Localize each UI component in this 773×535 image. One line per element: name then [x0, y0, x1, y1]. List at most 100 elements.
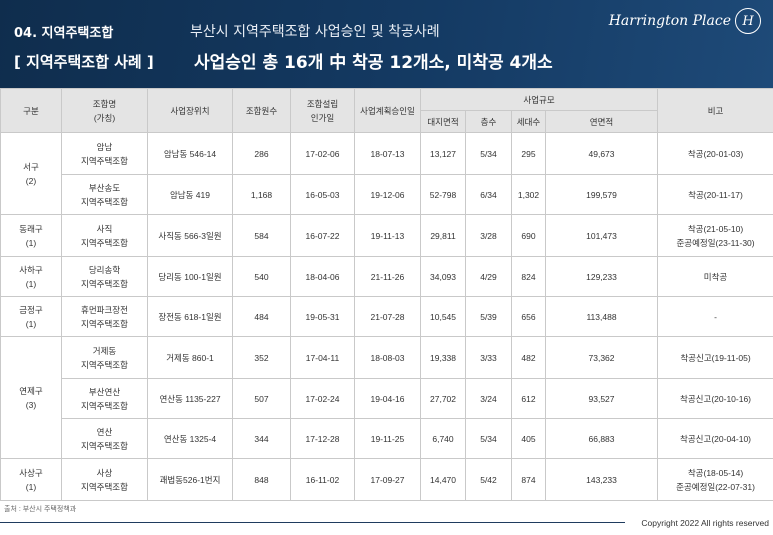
- households-cell: 824: [511, 256, 546, 297]
- header-households: 세대수: [511, 110, 546, 133]
- members-cell: 584: [232, 214, 291, 257]
- table-row: 연산 지역주택조합 연산동 1325-4 344 17-12-28 19-11-25 6,7…: [1, 418, 773, 459]
- plan-approval-cell: 19-04-16: [354, 378, 421, 419]
- header-land-area: 대지면적: [420, 110, 466, 133]
- land-area-cell: 10,545: [420, 296, 466, 337]
- members-cell: 507: [232, 378, 291, 419]
- households-cell: 295: [511, 132, 546, 175]
- district-name: 서구: [23, 161, 39, 172]
- district-cell: 금정구 (1): [0, 296, 62, 337]
- floors-cell: 5/42: [465, 458, 512, 501]
- land-area-cell: 27,702: [420, 378, 466, 419]
- union-name-line2: 지역주택조합: [81, 278, 128, 289]
- floors-cell: 4/29: [465, 256, 512, 297]
- floor-area-cell: 113,488: [544, 296, 659, 337]
- union-name-cell: 거제동 지역주택조합: [61, 336, 148, 379]
- header-union-name: 조합명 (가칭): [61, 88, 148, 133]
- floor-area-cell: 66,883: [544, 418, 659, 459]
- brand-logo: Harrington Place H: [609, 8, 761, 34]
- district-count: (2): [25, 175, 37, 186]
- established-cell: 17-12-28: [290, 418, 355, 459]
- floor-area-cell: 73,362: [544, 336, 659, 379]
- households-cell: 612: [511, 378, 546, 419]
- location-cell: 당리동 100-1일원: [147, 256, 233, 297]
- union-name-line2: 지역주택조합: [81, 481, 128, 492]
- district-name: 사상구: [19, 467, 43, 478]
- households-cell: 690: [511, 214, 546, 257]
- land-area-cell: 19,338: [420, 336, 466, 379]
- copyright-text: Copyright 2022 All rights reserved: [641, 518, 769, 528]
- header-floor-area: 연면적: [544, 110, 659, 133]
- households-cell: 405: [511, 418, 546, 459]
- table-body: 서구 (2) 암남 지역주택조합 암남동 546-14 286 17-02-06 18-07-…: [0, 132, 773, 501]
- district-count: (3): [25, 399, 37, 410]
- floor-area-cell: 93,527: [544, 378, 659, 419]
- header-established-line2: 인가일: [310, 112, 335, 123]
- union-name-line2: 지역주택조합: [81, 155, 128, 166]
- members-cell: 1,168: [232, 174, 291, 215]
- district-name: 금정구: [19, 304, 43, 315]
- remarks-cell: -: [657, 296, 773, 337]
- header-union-name-line2: (가칭): [93, 112, 116, 123]
- floor-area-cell: 49,673: [544, 132, 659, 175]
- members-cell: 848: [232, 458, 291, 501]
- plan-approval-cell: 21-11-26: [354, 256, 421, 297]
- established-cell: 19-05-31: [290, 296, 355, 337]
- floors-cell: 3/24: [465, 378, 512, 419]
- remark-status: -: [714, 311, 717, 322]
- district-name: 연제구: [19, 385, 43, 396]
- households-cell: 874: [511, 458, 546, 501]
- union-name-line1: 암남: [96, 141, 113, 152]
- location-cell: 암남동 546-14: [147, 132, 233, 175]
- location-cell: 연산동 1325-4: [147, 418, 233, 459]
- district-count: (1): [25, 278, 37, 289]
- table-row: 연제구 (3) 거제동 지역주택조합 거제동 860-1 352 17-04-11 18-08…: [0, 336, 773, 459]
- table-row: 사하구 (1) 당리송학 지역주택조합 당리동 100-1일원 540 18-04-06 21…: [0, 256, 773, 297]
- table-row: 금정구 (1) 휴먼파크장전 지역주택조합 장전동 618-1일원 484 19-05-31…: [0, 296, 773, 337]
- section-title: [ 지역주택조합 사례 ]: [14, 53, 154, 71]
- union-name-line1: 휴먼파크장전: [81, 304, 128, 315]
- remark-status: 착공(18-05-14): [687, 467, 744, 478]
- union-name-line2: 지역주택조합: [81, 237, 128, 248]
- table-row: 부산송도 지역주택조합 암남동 419 1,168 16-05-03 19-12-06 52…: [1, 174, 773, 215]
- remark-status: 미착공: [703, 271, 728, 282]
- table-row: 동래구 (1) 사직 지역주택조합 사직동 566-3일원 584 16-07-22 19-1…: [0, 214, 773, 257]
- union-name-cell: 사직 지역주택조합: [61, 214, 148, 257]
- union-name-line2: 지역주택조합: [81, 318, 128, 329]
- union-name-cell: 부산연산 지역주택조합: [61, 378, 148, 419]
- remark-completion-date: 준공예정일(23-11-30): [676, 237, 755, 248]
- established-cell: 16-07-22: [290, 214, 355, 257]
- union-name-line1: 당리송학: [88, 264, 121, 275]
- households-cell: 656: [511, 296, 546, 337]
- established-cell: 17-04-11: [290, 336, 355, 379]
- page-headline: 사업승인 총 16개 中 착공 12개소, 미착공 4개소: [194, 53, 553, 73]
- established-cell: 17-02-06: [290, 132, 355, 175]
- plan-approval-cell: 18-08-03: [354, 336, 421, 379]
- location-cell: 거제동 860-1: [147, 336, 233, 379]
- district-cell: 서구 (2): [0, 132, 62, 215]
- header-scale: 사업규모: [419, 88, 659, 111]
- plan-approval-cell: 18-07-13: [354, 132, 421, 175]
- page-header: 04. 지역주택조합 부산시 지역주택조합 사업승인 및 착공사례 [ 지역주택…: [0, 0, 773, 88]
- land-area-cell: 14,470: [420, 458, 466, 501]
- district-cell: 연제구 (3): [0, 336, 62, 459]
- established-cell: 16-05-03: [290, 174, 355, 215]
- established-cell: 17-02-24: [290, 378, 355, 419]
- plan-approval-cell: 17-09-27: [354, 458, 421, 501]
- remark-status: 착공신고(19-11-05): [680, 352, 751, 363]
- remark-status: 착공신고(20-04-10): [680, 433, 752, 444]
- floor-area-cell: 129,233: [544, 256, 659, 297]
- page-subtitle: 부산시 지역주택조합 사업승인 및 착공사례: [190, 24, 440, 40]
- location-cell: 연산동 1135-227: [147, 378, 233, 419]
- members-cell: 484: [232, 296, 291, 337]
- land-area-cell: 52-798: [420, 174, 466, 215]
- location-cell: 사직동 566-3일원: [147, 214, 233, 257]
- union-name-line1: 부산연산: [88, 386, 121, 397]
- remarks-cell: 착공신고(19-11-05): [657, 336, 773, 379]
- source-note: 출처 : 부산시 주택정책과: [4, 506, 77, 513]
- floors-cell: 6/34: [465, 174, 512, 215]
- district-count: (1): [25, 318, 37, 329]
- header-members: 조합원수: [232, 88, 291, 133]
